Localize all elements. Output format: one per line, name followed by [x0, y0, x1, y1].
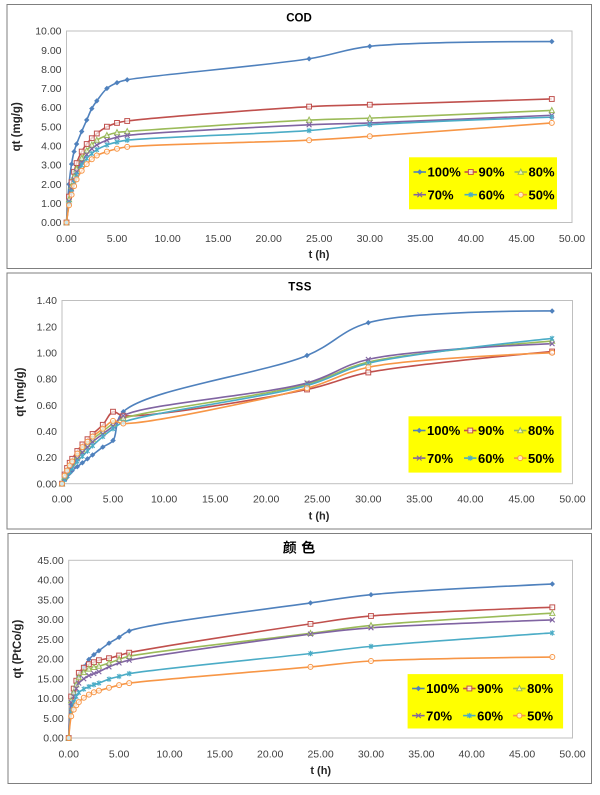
svg-text:15.00: 15.00	[202, 493, 228, 505]
svg-text:9.00: 9.00	[41, 45, 62, 57]
svg-text:5.00: 5.00	[103, 493, 124, 505]
svg-text:30.00: 30.00	[358, 748, 384, 760]
svg-text:1.40: 1.40	[37, 295, 58, 307]
svg-text:40.00: 40.00	[459, 748, 485, 760]
svg-text:40.00: 40.00	[37, 575, 63, 587]
svg-text:0.20: 0.20	[37, 452, 58, 464]
svg-text:15.00: 15.00	[37, 673, 63, 685]
svg-text:qt (mg/g): qt (mg/g)	[11, 102, 23, 151]
svg-text:80%: 80%	[529, 165, 555, 180]
svg-text:qt (mg/g): qt (mg/g)	[15, 367, 27, 416]
svg-text:0.00: 0.00	[56, 233, 77, 245]
svg-text:30.00: 30.00	[357, 233, 383, 245]
svg-text:0.00: 0.00	[52, 493, 73, 505]
svg-text:50.00: 50.00	[559, 748, 585, 760]
svg-text:25.00: 25.00	[307, 748, 333, 760]
svg-text:50%: 50%	[527, 708, 553, 723]
svg-text:90%: 90%	[478, 423, 504, 438]
svg-text:1.20: 1.20	[37, 321, 58, 333]
svg-text:t (h): t (h)	[309, 249, 330, 261]
svg-text:0.00: 0.00	[37, 478, 58, 490]
svg-text:5.00: 5.00	[43, 713, 64, 725]
svg-text:100%: 100%	[427, 423, 461, 438]
svg-text:5.00: 5.00	[41, 121, 62, 133]
svg-text:70%: 70%	[428, 187, 454, 202]
svg-text:10.00: 10.00	[151, 493, 177, 505]
svg-text:50.00: 50.00	[559, 233, 585, 245]
svg-text:TSS: TSS	[288, 282, 312, 294]
svg-text:t (h): t (h)	[309, 511, 330, 523]
svg-text:100%: 100%	[428, 165, 462, 180]
svg-text:60%: 60%	[479, 187, 505, 202]
svg-text:20.00: 20.00	[257, 748, 283, 760]
svg-text:25.00: 25.00	[306, 233, 332, 245]
svg-text:80%: 80%	[527, 681, 553, 696]
svg-text:10.00: 10.00	[156, 748, 182, 760]
svg-text:COD: COD	[286, 13, 312, 25]
svg-text:15.00: 15.00	[205, 233, 231, 245]
svg-text:50.00: 50.00	[559, 493, 585, 505]
svg-text:0.00: 0.00	[43, 733, 64, 745]
svg-text:90%: 90%	[479, 165, 505, 180]
svg-text:35.00: 35.00	[37, 594, 63, 606]
svg-text:60%: 60%	[478, 451, 504, 466]
svg-text:35.00: 35.00	[406, 493, 432, 505]
svg-text:0.80: 0.80	[37, 374, 58, 386]
svg-text:15.00: 15.00	[207, 748, 233, 760]
svg-text:5.00: 5.00	[109, 748, 130, 760]
svg-text:20.00: 20.00	[37, 654, 63, 666]
svg-text:45.00: 45.00	[508, 493, 534, 505]
svg-text:10.00: 10.00	[35, 26, 61, 38]
svg-text:0.40: 0.40	[37, 426, 58, 438]
svg-text:40.00: 40.00	[457, 493, 483, 505]
svg-text:20.00: 20.00	[256, 233, 282, 245]
svg-text:70%: 70%	[427, 451, 453, 466]
svg-text:50%: 50%	[529, 187, 555, 202]
svg-text:30.00: 30.00	[355, 493, 381, 505]
svg-text:35.00: 35.00	[408, 748, 434, 760]
svg-text:t (h): t (h)	[310, 765, 331, 777]
svg-text:60%: 60%	[477, 708, 503, 723]
svg-text:25.00: 25.00	[37, 634, 63, 646]
svg-text:30.00: 30.00	[37, 614, 63, 626]
svg-text:2.00: 2.00	[41, 179, 62, 191]
svg-text:6.00: 6.00	[41, 102, 62, 114]
svg-text:100%: 100%	[426, 681, 460, 696]
svg-text:90%: 90%	[477, 681, 503, 696]
svg-text:8.00: 8.00	[41, 64, 62, 76]
svg-text:80%: 80%	[528, 423, 554, 438]
svg-text:7.00: 7.00	[41, 83, 62, 95]
svg-text:0.00: 0.00	[41, 217, 62, 229]
svg-text:qt (PtCo/g): qt (PtCo/g)	[12, 620, 24, 679]
svg-text:0.60: 0.60	[37, 400, 58, 412]
svg-text:70%: 70%	[426, 708, 452, 723]
svg-text:35.00: 35.00	[407, 233, 433, 245]
svg-text:45.00: 45.00	[37, 555, 63, 567]
svg-text:3.00: 3.00	[41, 160, 62, 172]
svg-text:4.00: 4.00	[41, 141, 62, 153]
svg-text:1.00: 1.00	[37, 347, 58, 359]
svg-text:20.00: 20.00	[253, 493, 279, 505]
svg-text:5.00: 5.00	[107, 233, 128, 245]
svg-text:50%: 50%	[528, 451, 554, 466]
svg-text:25.00: 25.00	[304, 493, 330, 505]
svg-text:45.00: 45.00	[509, 748, 535, 760]
svg-text:10.00: 10.00	[37, 693, 63, 705]
svg-text:45.00: 45.00	[508, 233, 534, 245]
svg-text:1.00: 1.00	[41, 198, 62, 210]
svg-text:10.00: 10.00	[154, 233, 180, 245]
svg-text:40.00: 40.00	[458, 233, 484, 245]
svg-text:0.00: 0.00	[58, 748, 79, 760]
